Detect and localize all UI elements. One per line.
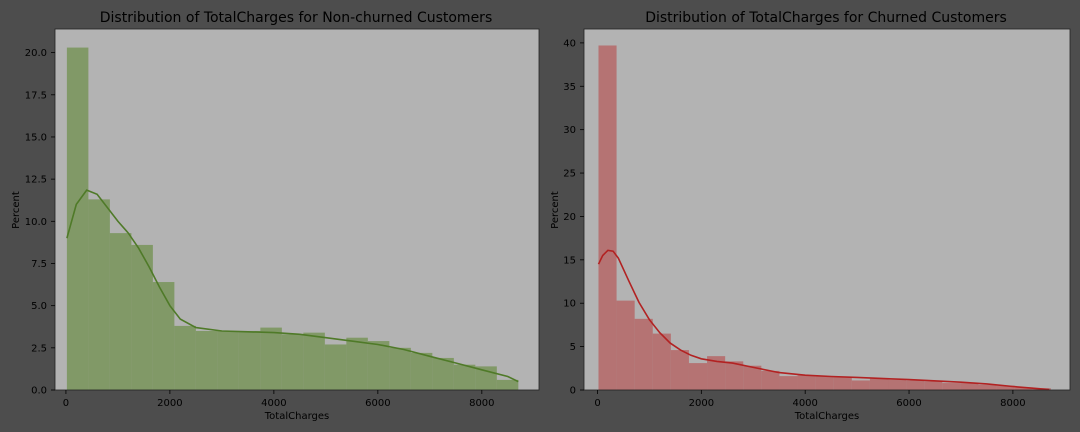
histogram-bar-churned-5 — [688, 363, 708, 390]
axes-frame-churned — [583, 28, 1071, 391]
x-tick-label-churned-3: 6000 — [896, 398, 921, 409]
histogram-bar-non-churned-8 — [238, 330, 261, 390]
x-tick-label-churned-2: 4000 — [792, 398, 817, 409]
y-tick-label-churned-8: 40 — [563, 38, 576, 49]
y-tick-label-non-churned-5: 12.5 — [25, 175, 47, 186]
histogram-bar-churned-14 — [851, 380, 870, 390]
histogram-bar-non-churned-20 — [496, 379, 519, 390]
histogram-bar-non-churned-10 — [281, 334, 304, 390]
y-tick-label-churned-3: 15 — [563, 255, 576, 266]
panel-churned: Distribution of TotalCharges for Churned… — [550, 10, 1071, 422]
histogram-bar-non-churned-19 — [475, 366, 497, 390]
y-tick-label-non-churned-6: 15.0 — [25, 132, 47, 143]
histogram-bar-churned-9 — [761, 370, 780, 390]
histogram-bar-churned-3 — [652, 333, 671, 390]
y-tick-label-churned-7: 35 — [563, 82, 576, 93]
histogram-bar-non-churned-14 — [367, 341, 390, 390]
histogram-bar-churned-19 — [942, 383, 961, 390]
histogram-bar-non-churned-3 — [131, 244, 153, 390]
histogram-bar-churned-20 — [960, 383, 979, 390]
y-ticks-churned: 0 5 10 15 20 25 30 35 40 — [563, 38, 584, 397]
plot-area-churned — [584, 29, 1070, 390]
y-axis-label-non-churned: Percent — [11, 191, 22, 229]
histogram-bar-churned-13 — [833, 376, 852, 390]
histogram-bar-churned-7 — [725, 361, 744, 390]
x-tick-label-churned-4: 8000 — [1000, 398, 1025, 409]
y-tick-label-non-churned-3: 7.5 — [31, 259, 47, 270]
x-ticks-churned: 0 2000 4000 6000 8000 — [594, 390, 1026, 409]
histogram-bar-non-churned-11 — [303, 332, 325, 390]
histogram-bar-non-churned-7 — [217, 330, 239, 390]
histogram-bar-non-churned-1 — [88, 199, 110, 390]
histogram-bars-non-churned — [66, 47, 519, 390]
y-tick-label-non-churned-0: 0.0 — [31, 386, 47, 397]
histogram-bar-churned-15 — [869, 378, 889, 390]
histogram-bar-non-churned-9 — [260, 327, 282, 390]
y-tick-label-churned-6: 30 — [563, 125, 576, 136]
histogram-bar-non-churned-16 — [410, 352, 433, 390]
histogram-bar-churned-23 — [1014, 387, 1033, 390]
histogram-bar-non-churned-2 — [109, 233, 132, 390]
y-tick-label-churned-1: 5 — [570, 342, 576, 353]
histogram-bar-churned-4 — [670, 350, 689, 390]
axes-frame-non-churned — [54, 28, 540, 391]
histogram-bar-non-churned-15 — [389, 347, 411, 390]
histogram-bar-non-churned-17 — [432, 357, 454, 390]
histogram-bar-churned-10 — [779, 376, 798, 390]
x-tick-label-non-churned-1: 2000 — [157, 398, 182, 409]
histogram-bar-churned-17 — [906, 380, 925, 390]
histogram-bar-non-churned-18 — [453, 364, 476, 390]
y-tick-label-non-churned-8: 20.0 — [25, 48, 47, 59]
histogram-bar-churned-16 — [888, 379, 907, 390]
histogram-bar-churned-0 — [598, 45, 617, 391]
histogram-bar-non-churned-5 — [174, 325, 196, 390]
histogram-bar-churned-12 — [815, 376, 834, 390]
histogram-bar-non-churned-12 — [324, 344, 347, 390]
kde-line-churned — [597, 249, 1050, 391]
y-ticks-non-churned: 0.0 2.5 5.0 7.5 10.0 12.5 15.0 17.5 20.0 — [25, 48, 55, 397]
x-axis-label-churned: TotalCharges — [794, 411, 859, 422]
histogram-bar-non-churned-0 — [66, 47, 89, 390]
histogram-bar-churned-1 — [616, 300, 635, 390]
histogram-bar-churned-11 — [797, 375, 816, 390]
y-tick-label-non-churned-2: 5.0 — [31, 301, 47, 312]
x-axis-label-non-churned: TotalCharges — [264, 411, 329, 422]
x-tick-label-churned-0: 0 — [594, 398, 600, 409]
y-tick-label-churned-0: 0 — [570, 386, 576, 397]
x-tick-label-non-churned-0: 0 — [63, 398, 69, 409]
y-tick-label-churned-5: 25 — [563, 169, 576, 180]
x-ticks-non-churned: 0 2000 4000 6000 8000 — [63, 390, 495, 409]
histogram-bar-churned-18 — [924, 381, 943, 390]
y-tick-label-churned-2: 10 — [563, 299, 576, 310]
histogram-bar-non-churned-6 — [195, 330, 218, 390]
x-tick-label-churned-1: 2000 — [689, 398, 714, 409]
y-tick-label-non-churned-4: 10.0 — [25, 217, 47, 228]
y-tick-label-churned-4: 20 — [563, 212, 576, 223]
histogram-bar-non-churned-13 — [346, 337, 368, 390]
histogram-bar-non-churned-4 — [152, 282, 175, 390]
histogram-bar-churned-8 — [743, 365, 762, 390]
chart-title-non-churned: Distribution of TotalCharges for Non-chu… — [100, 10, 493, 26]
panel-non-churned: Distribution of TotalCharges for Non-chu… — [11, 10, 540, 422]
x-tick-label-non-churned-3: 6000 — [365, 398, 390, 409]
histogram-bar-churned-2 — [634, 318, 653, 390]
kde-line-non-churned — [66, 189, 519, 383]
chart-title-churned: Distribution of TotalCharges for Churned… — [645, 10, 1007, 26]
histogram-bar-churned-6 — [707, 356, 726, 390]
y-axis-label-churned: Percent — [550, 191, 561, 229]
x-tick-label-non-churned-2: 4000 — [261, 398, 286, 409]
y-tick-label-non-churned-1: 2.5 — [31, 343, 47, 354]
histogram-bars-churned — [598, 45, 1051, 391]
histogram-bar-churned-22 — [996, 385, 1015, 390]
histogram-bar-churned-21 — [978, 384, 997, 390]
x-tick-label-non-churned-4: 8000 — [469, 398, 494, 409]
y-tick-label-non-churned-7: 17.5 — [25, 90, 47, 101]
